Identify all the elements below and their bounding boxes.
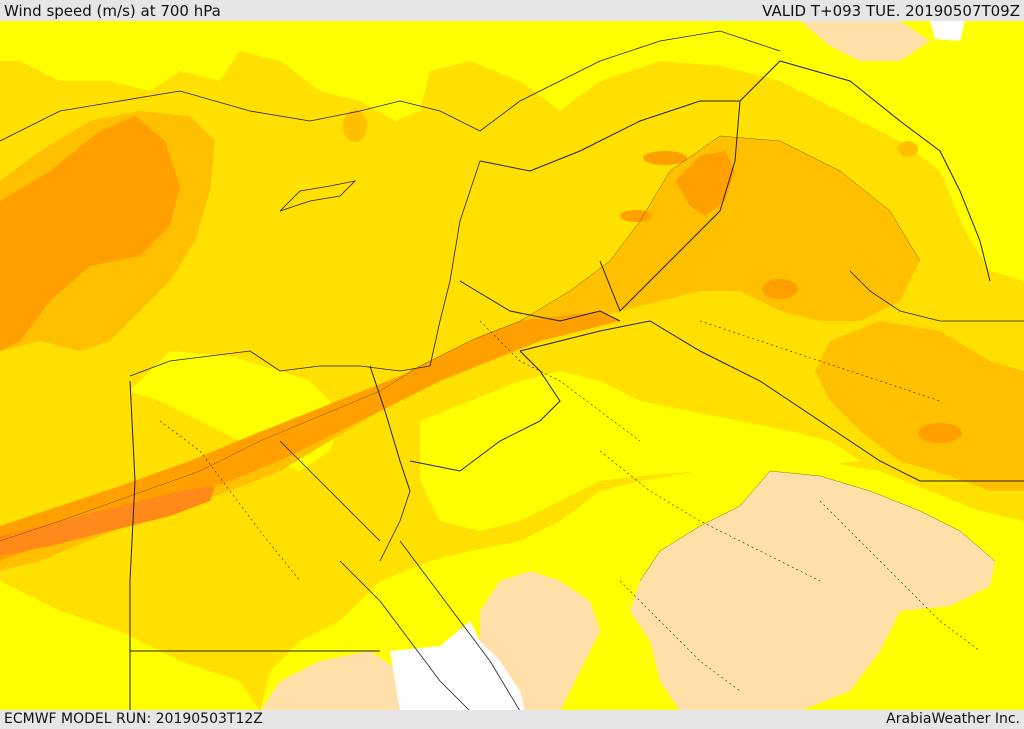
admin-line-3 (599, 450, 821, 582)
coastlines (0, 30, 1024, 711)
field-low-sw (260, 651, 410, 711)
coast-gulf-of-aqaba (379, 490, 411, 562)
contour-low-arabia (639, 470, 996, 582)
blob-1 (643, 151, 687, 165)
field-band4-west (0, 116, 180, 351)
field-low-arabia (630, 471, 995, 711)
admin-line-2 (479, 320, 641, 442)
field-nodata-south (390, 621, 525, 711)
border-iraq-iran (779, 60, 991, 282)
coast-levant (429, 160, 481, 367)
coast-gulf-of-suez (279, 440, 381, 542)
blob-4 (762, 279, 798, 299)
admin-line-5 (819, 500, 981, 652)
contour-lines (0, 135, 996, 582)
field-band4-ne (675, 151, 735, 216)
coast-red-sea-east (399, 540, 521, 711)
credit: ArabiaWeather Inc. (886, 711, 1020, 727)
header-bar: Wind speed (m/s) at 700 hPa VALID T+093 … (0, 0, 1024, 22)
field-yellow-arabia (420, 371, 860, 531)
coast-persian-gulf (849, 270, 1024, 322)
border-egypt-israel (369, 365, 411, 492)
blob-6 (898, 141, 918, 157)
border-syria-iraq (599, 60, 781, 312)
contour-jet-outer (0, 135, 921, 542)
field-band5-jet (0, 486, 215, 556)
map-title: Wind speed (m/s) at 700 hPa (4, 2, 221, 20)
footer-bar: ECMWF MODEL RUN: 20190503T12Z ArabiaWeat… (0, 710, 1024, 729)
model-run: ECMWF MODEL RUN: 20190503T12Z (4, 711, 263, 727)
border-iraq-saudi (519, 320, 1024, 482)
field-low-ne (800, 21, 930, 61)
wind-speed-map (0, 21, 1024, 711)
coast-red-sea-west (339, 560, 471, 711)
coast-mediterranean-south (129, 350, 431, 377)
valid-time: VALID T+093 TUE. 20190507T09Z (762, 2, 1020, 20)
blob-3 (918, 423, 962, 443)
blob-2 (620, 210, 652, 222)
border-turkey-syria (479, 100, 740, 172)
coast-cyprus (279, 180, 357, 212)
field-nodata-ne (930, 21, 965, 41)
field-band3-east (815, 321, 1024, 491)
coast-anatolia (0, 30, 781, 142)
border-jordan-saudi (409, 350, 561, 472)
border-syria-jordan (459, 280, 621, 322)
border-egypt-libya (129, 380, 136, 711)
borders (129, 60, 1024, 711)
admin-line-1 (159, 420, 301, 582)
field-yellow-north (0, 21, 1024, 281)
admin-line-4 (699, 320, 941, 402)
admin-boundaries (159, 320, 981, 692)
blob-5 (343, 110, 367, 142)
